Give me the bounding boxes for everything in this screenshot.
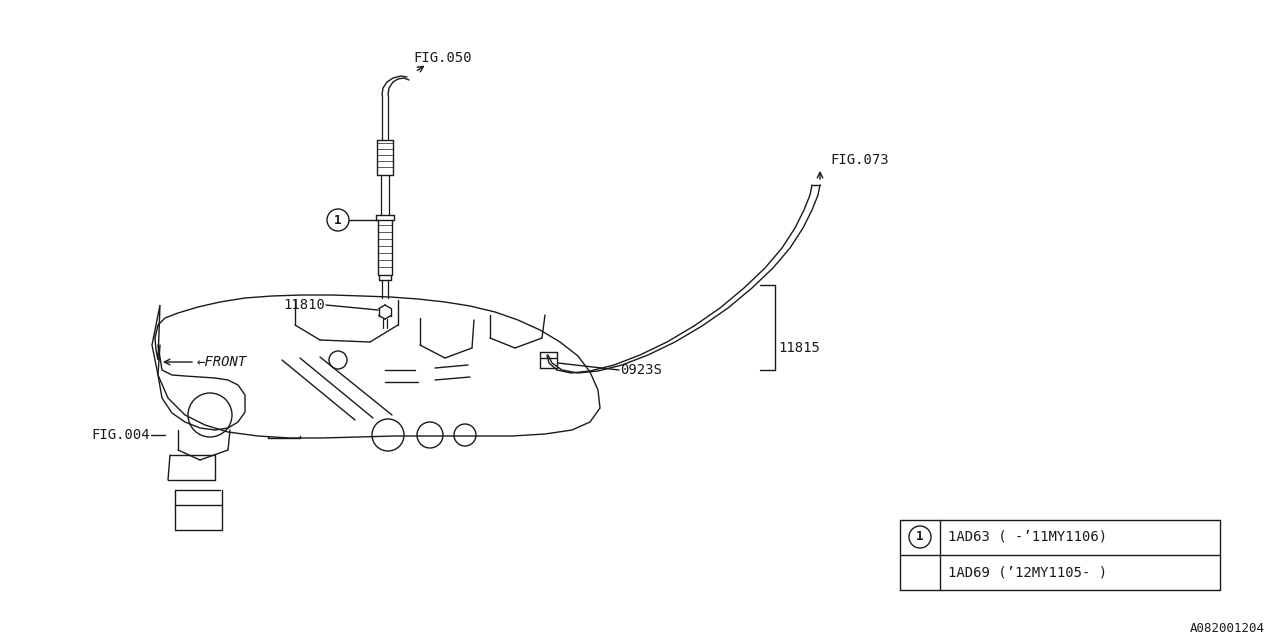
Text: FIG.050: FIG.050 <box>413 51 471 65</box>
Text: A082001204: A082001204 <box>1190 621 1265 634</box>
Text: 11810: 11810 <box>283 298 325 312</box>
Text: 0923S: 0923S <box>620 363 662 377</box>
Text: 1: 1 <box>916 531 924 543</box>
Text: ←FRONT: ←FRONT <box>197 355 247 369</box>
Text: 11815: 11815 <box>778 341 820 355</box>
Text: 1AD63 ( -’11MY1106): 1AD63 ( -’11MY1106) <box>948 530 1107 544</box>
Text: FIG.004: FIG.004 <box>91 428 150 442</box>
Polygon shape <box>152 295 600 438</box>
Text: 1: 1 <box>334 214 342 227</box>
Text: FIG.073: FIG.073 <box>829 153 888 167</box>
Text: 1AD69 (’12MY1105- ): 1AD69 (’12MY1105- ) <box>948 565 1107 579</box>
